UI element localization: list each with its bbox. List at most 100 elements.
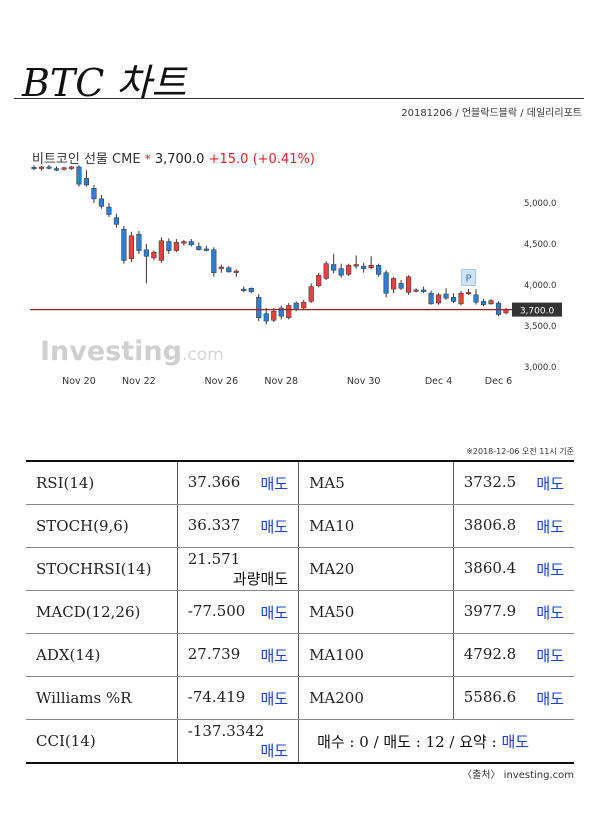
x-tick-label: Nov 26 — [204, 376, 238, 387]
y-tick-label: 3,500.0 — [524, 322, 556, 332]
candle-body — [286, 305, 292, 319]
indicator-row: STOCH(9,6) 36.337 매도 MA10 3806.8 매도 — [26, 504, 574, 548]
indicator-name-text: CCI(14) — [36, 732, 96, 750]
ma-value-cell-text: 4792.8 — [463, 644, 517, 663]
candle-body — [391, 278, 397, 290]
x-tick-label: Nov 20 — [62, 376, 96, 387]
indicator-row: STOCHRSI(14) 21.571 과량매도 MA20 3860.4 매도 — [26, 547, 574, 591]
y-tick-label: 4,000.0 — [524, 281, 556, 291]
last-price-tag-label: 3,700.0 — [520, 307, 555, 317]
candle-body — [278, 307, 284, 317]
indicator-value-cell: -137.3342 매도 — [177, 719, 300, 764]
investing-logo: Investing.com — [40, 336, 224, 367]
candle-body — [143, 249, 149, 257]
x-tick-label: Nov 30 — [347, 376, 381, 387]
candle-body — [233, 270, 239, 273]
indicator-name: CCI(14) — [26, 719, 178, 764]
ma-name-text: MA50 — [309, 603, 355, 621]
candle-body — [331, 264, 337, 271]
candle-body — [83, 178, 90, 186]
candle-body — [263, 313, 269, 322]
candle-body — [91, 187, 97, 200]
candle-body — [181, 241, 187, 244]
signal-label: 매도 — [260, 689, 289, 708]
indicator-name: MACD(12,26) — [26, 590, 178, 634]
indicator-name-text: ADX(14) — [36, 646, 101, 664]
indicator-value-cell-text: -74.419 — [187, 687, 246, 706]
candle-body — [211, 249, 217, 273]
indicator-name: STOCH(9,6) — [26, 504, 178, 548]
x-tick-label: Dec 4 — [425, 376, 452, 387]
candle-body — [61, 167, 67, 170]
y-tick-label: 4,500.0 — [524, 240, 556, 250]
indicator-row: ADX(14) 27.739 매도 MA100 4792.8 매도 — [26, 633, 574, 677]
ma-value-cell-text: 3732.5 — [463, 472, 517, 491]
candle-body — [473, 294, 479, 303]
summary-label: 매수 : 0 / 매도 : 12 / 요약 : — [317, 732, 502, 751]
ma-name: MA100 — [298, 633, 454, 677]
x-tick-label: Nov 22 — [122, 376, 156, 387]
candle-body — [151, 251, 157, 259]
candle-body — [136, 233, 142, 251]
candle-body — [31, 167, 37, 170]
indicator-name-text: STOCHRSI(14) — [36, 560, 152, 578]
ma-value-cell-text: 3806.8 — [463, 515, 517, 534]
candle-body — [495, 302, 502, 315]
indicator-value-cell-text: 21.571 — [187, 549, 241, 568]
indicator-value-cell: 36.337 매도 — [177, 504, 300, 548]
indicator-value-cell-text: -137.3342 — [187, 721, 265, 740]
candle-body — [271, 310, 277, 321]
summary-signal: 매도 — [501, 732, 530, 751]
candle-body — [368, 265, 374, 269]
instrument-name: 비트코인 선물 CME — [32, 152, 141, 167]
indicator-value-cell: -77.500 매도 — [177, 590, 300, 634]
candle-body — [158, 240, 164, 261]
candle-body — [38, 166, 45, 169]
candle-body — [188, 241, 194, 246]
candle-body — [406, 276, 412, 293]
indicator-row: MACD(12,26) -77.500 매도 MA50 3977.9 매도 — [26, 590, 574, 634]
candle-body — [248, 288, 254, 292]
marker-p-label: P — [466, 273, 472, 284]
byline: 20181206 / 언블락드블락 / 데일리리포트 — [401, 108, 582, 119]
indicator-row: Williams %R -74.419 매도 MA200 5586.6 매도 — [26, 676, 574, 720]
indicator-value-cell: 37.366 매도 — [177, 460, 300, 505]
ma-value-cell: 4792.8 매도 — [453, 633, 574, 677]
candle-body — [293, 302, 299, 310]
signal-label: 매도 — [536, 560, 564, 579]
ma-name-text: MA100 — [309, 646, 364, 664]
x-tick-label: Nov 28 — [264, 376, 298, 387]
indicator-name-text: STOCH(9,6) — [36, 517, 129, 535]
ma-value-cell: 3977.9 매도 — [453, 590, 574, 634]
indicator-value-cell: -74.419 매도 — [177, 676, 300, 720]
candle-body — [241, 288, 247, 291]
source-credit: 〈출처〉 investing.com — [462, 770, 574, 781]
indicator-value-cell-text: 27.739 — [187, 644, 241, 663]
ma-name: MA200 — [298, 676, 454, 720]
signal-label: 매도 — [536, 474, 564, 493]
ma-value-cell: 3860.4 매도 — [453, 547, 574, 591]
title-divider — [14, 98, 584, 99]
indicator-value-cell-text: -77.500 — [187, 601, 246, 620]
indicator-name-text: Williams %R — [36, 689, 132, 707]
candle-body — [338, 268, 344, 276]
indicator-value-cell-text: 36.337 — [187, 515, 241, 534]
live-star-icon: * — [144, 152, 151, 166]
indicator-value-cell: 27.739 매도 — [177, 633, 300, 677]
candle-body — [465, 292, 472, 295]
signal-label: 매도 — [260, 517, 289, 536]
last-price: 3,700.0 — [154, 152, 205, 167]
signal-label: 매도 — [260, 741, 289, 760]
candle-body — [196, 246, 202, 250]
signal-label: 매도 — [260, 603, 289, 622]
candle-body — [323, 263, 329, 279]
price-chart: 비트코인 선물 CME * 3,700.0 +15.0 (+0.41%) Inv… — [22, 142, 574, 400]
candlestick-chart: Investing.com 3,700.0 P 5,000.0 4,500.0 4,00… — [30, 164, 562, 387]
indicator-name-text: RSI(14) — [36, 474, 95, 492]
candle-body — [68, 166, 75, 169]
ma-value-cell-text: 3860.4 — [463, 558, 517, 577]
indicator-value-cell-text: 37.366 — [187, 472, 241, 491]
candle-body — [106, 206, 112, 215]
page-title: BTC 차트 — [22, 61, 187, 105]
marker-p-box — [461, 269, 476, 286]
